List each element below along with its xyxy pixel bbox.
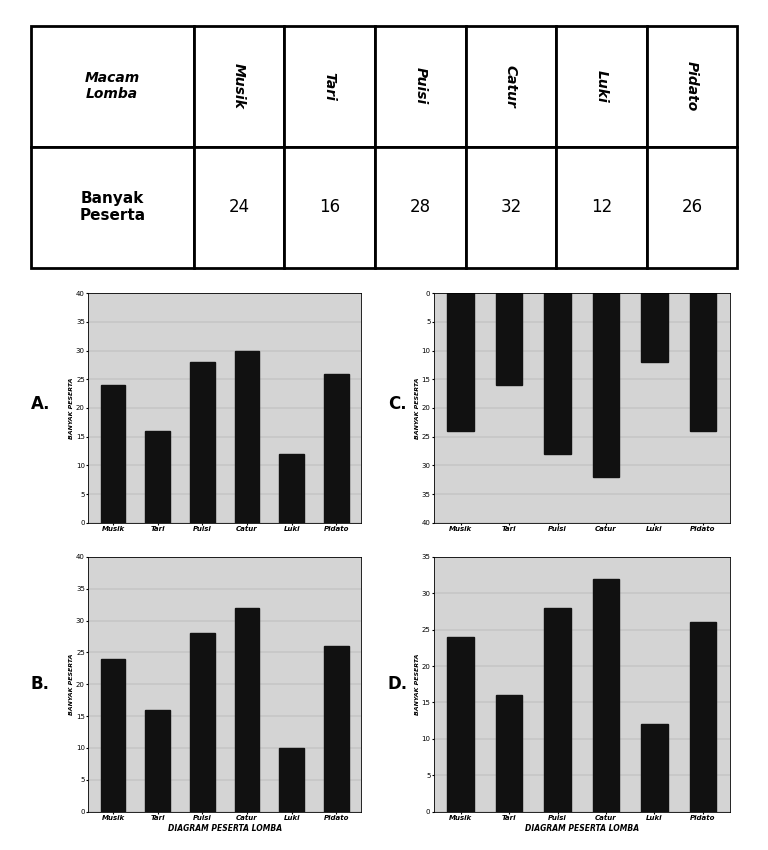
Bar	[556, 147, 647, 268]
Text: 24: 24	[229, 198, 250, 216]
Text: D.: D.	[388, 675, 408, 694]
Text: 32: 32	[500, 198, 521, 216]
Bar	[545, 293, 571, 454]
Y-axis label: BANYAK PESERTA: BANYAK PESERTA	[69, 377, 74, 439]
Y-axis label: BANYAK PESERTA: BANYAK PESERTA	[415, 654, 420, 715]
Bar	[280, 454, 304, 523]
Text: Luki: Luki	[594, 70, 608, 103]
X-axis label: DIAGRAM PESERTA LOMBA: DIAGRAM PESERTA LOMBA	[167, 824, 282, 833]
Y-axis label: BANYAK PESERTA: BANYAK PESERTA	[415, 377, 420, 439]
Bar	[375, 147, 465, 268]
Text: Banyak
Peserta: Banyak Peserta	[79, 191, 145, 224]
Bar	[647, 147, 737, 268]
Bar	[556, 26, 647, 147]
Bar	[690, 293, 716, 431]
Text: 28: 28	[409, 198, 431, 216]
Bar	[465, 26, 556, 147]
Text: 16: 16	[319, 198, 340, 216]
Bar	[235, 351, 260, 523]
Text: Puisi: Puisi	[413, 67, 427, 105]
Bar	[496, 695, 522, 812]
Bar	[496, 293, 522, 385]
Text: Tari: Tari	[323, 71, 336, 100]
Text: Catur: Catur	[504, 65, 518, 107]
Text: C.: C.	[388, 394, 406, 413]
Bar	[194, 26, 284, 147]
Bar	[145, 710, 170, 812]
Bar	[465, 147, 556, 268]
Bar	[447, 637, 474, 812]
Bar	[194, 147, 284, 268]
Bar	[284, 147, 375, 268]
Bar	[190, 633, 214, 812]
Bar	[545, 608, 571, 812]
X-axis label: DIAGRAM PESERTA LOMBA: DIAGRAM PESERTA LOMBA	[525, 824, 639, 833]
Bar	[235, 608, 260, 812]
Bar	[284, 26, 375, 147]
Bar	[641, 724, 667, 812]
Text: Pidato: Pidato	[685, 61, 699, 111]
Bar	[101, 385, 125, 523]
Text: 12: 12	[591, 198, 612, 216]
Bar	[31, 147, 194, 268]
Y-axis label: BANYAK PESERTA: BANYAK PESERTA	[69, 654, 74, 715]
Bar	[280, 748, 304, 812]
Text: 26: 26	[681, 198, 703, 216]
Bar	[375, 26, 465, 147]
Bar	[593, 293, 619, 477]
Text: Musik: Musik	[232, 63, 246, 109]
Bar	[593, 579, 619, 812]
Text: B.: B.	[31, 675, 50, 694]
Bar	[324, 374, 349, 523]
Bar	[31, 26, 194, 147]
Bar	[145, 431, 170, 523]
Bar	[647, 26, 737, 147]
Text: Macam
Lomba: Macam Lomba	[84, 71, 140, 101]
Bar	[190, 362, 214, 523]
Text: A.: A.	[31, 394, 50, 413]
Bar	[447, 293, 474, 431]
Bar	[690, 622, 716, 812]
Bar	[324, 646, 349, 812]
Bar	[641, 293, 667, 362]
Bar	[101, 659, 125, 812]
